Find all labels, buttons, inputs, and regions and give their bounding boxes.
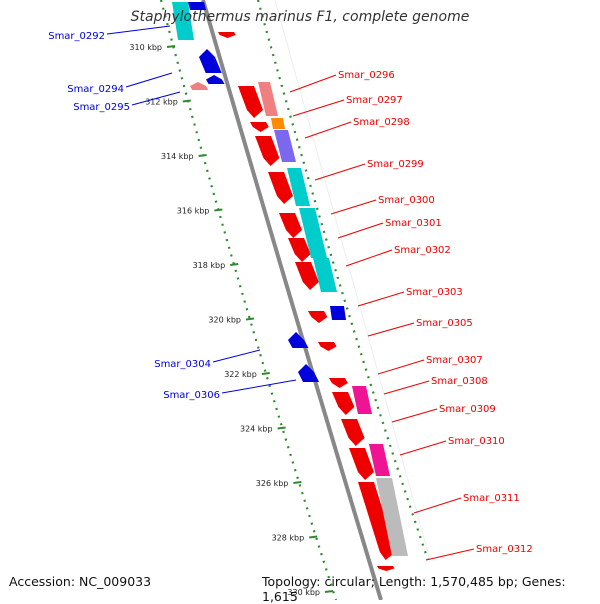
forward-label-leader [383,380,430,395]
kbp-tick-label: 318 kbp [193,261,226,270]
forward-label-leader [330,199,377,215]
forward-gene-label: Smar_0305 [416,318,473,329]
forward-gene-label: Smar_0296 [338,70,395,81]
kbp-tick [245,317,255,321]
track-guide-line [274,0,431,561]
kbp-tick [277,426,286,430]
forward-gene-label: Smar_0312 [476,544,533,555]
reverse-label-leader [212,349,261,363]
map-title: Staphylothermus marinus F1, complete gen… [130,9,470,25]
forward-gene-arrow[interactable] [341,419,365,446]
kbp-tick-label: 324 kbp [240,425,273,434]
forward-gene-arrow[interactable] [238,86,263,118]
reverse-label-leader [125,72,173,88]
forward-label-leader [391,408,438,423]
forward-label-leader [425,548,475,561]
forward-gene-label: Smar_0299 [367,159,424,170]
forward-gene-label: Smar_0298 [353,117,410,128]
forward-gene-label: Smar_0300 [378,195,435,206]
cog-category-box [352,386,372,414]
reverse-gene-label: Smar_0304 [154,359,211,370]
forward-gene-arrow[interactable] [295,262,319,290]
forward-gene-arrow[interactable] [250,122,269,132]
kbp-tick [309,535,318,539]
reverse-gene-label: Smar_0294 [67,84,124,95]
forward-gene-label: Smar_0301 [385,218,442,229]
forward-label-leader [345,249,393,267]
forward-label-leader [367,322,415,337]
accession-text: Accession: NC_009033 [9,574,152,589]
reverse-gene-label: Smar_0306 [163,390,220,401]
forward-gene-arrow[interactable] [279,213,302,238]
cog-category-box [376,478,408,556]
kbp-tick [230,263,239,266]
forward-label-leader [314,163,366,181]
forward-label-leader [289,74,337,93]
forward-gene-arrow[interactable] [308,311,328,323]
forward-gene-label: Smar_0302 [394,245,451,256]
kbp-tick [293,481,302,484]
forward-gene-arrow[interactable] [349,448,374,480]
forward-label-leader [357,291,405,307]
kbp-tick-label: 330 kbp [287,588,320,597]
kbp-tick-label: 320 kbp [208,316,241,325]
forward-gene-arrow[interactable] [255,136,280,166]
forward-gene-label: Smar_0303 [406,287,463,298]
kbp-tick-label: 310 kbp [129,43,162,52]
kbp-tick [182,99,191,103]
forward-gene-label: Smar_0307 [426,355,483,366]
reverse-gene-arrow[interactable] [190,82,209,90]
cog-category-box [330,306,346,320]
kbp-tick-label: 322 kbp [224,370,257,379]
forward-label-leader [413,497,462,514]
forward-gene-label: Smar_0310 [448,436,505,447]
forward-gene-label: Smar_0308 [431,376,488,387]
reverse-gene-arrow[interactable] [206,75,225,84]
cog-category-box [258,82,278,116]
forward-gene-arrow[interactable] [218,32,236,38]
forward-gene-arrow[interactable] [318,342,337,351]
cog-category-box [287,168,310,206]
reverse-label-leader [106,25,171,35]
reverse-label-leader [221,379,297,394]
reverse-gene-arrow[interactable] [298,364,320,382]
cog-category-box [188,2,206,10]
forward-gene-arrow[interactable] [358,482,396,560]
forward-gene-arrow[interactable] [377,566,395,571]
forward-label-leader [337,222,384,239]
kbp-tick [166,45,176,48]
forward-gene-arrow[interactable] [332,392,355,415]
kbp-tick-label: 316 kbp [177,207,210,216]
kbp-tick-label: 314 kbp [161,152,194,161]
cog-category-box [369,444,390,476]
cog-category-box [172,2,194,40]
forward-gene-arrow[interactable] [268,172,293,204]
inner-dotted-track [159,0,338,600]
cog-category-box [299,208,327,258]
forward-gene-arrow[interactable] [288,238,311,262]
kbp-tick-label: 312 kbp [145,98,178,107]
kbp-tick-label: 328 kbp [272,534,305,543]
cog-category-box [313,258,337,292]
forward-gene-label: Smar_0297 [346,95,403,106]
forward-gene-arrow[interactable] [329,378,348,388]
forward-gene-label: Smar_0311 [463,493,520,504]
cog-category-box [274,130,296,162]
cog-category-box [271,118,285,129]
forward-label-leader [304,121,352,139]
reverse-gene-label: Smar_0292 [48,31,105,42]
reverse-gene-label: Smar_0295 [73,102,130,113]
forward-label-leader [377,359,425,375]
reverse-label-leader [131,91,181,106]
reverse-gene-arrow[interactable] [288,332,309,348]
kbp-tick-label: 326 kbp [256,479,289,488]
kbp-tick [324,590,334,593]
kbp-tick [261,372,270,375]
forward-label-leader [292,99,345,117]
reverse-gene-arrow[interactable] [199,49,222,73]
genome-backbone [201,0,383,600]
forward-gene-label: Smar_0309 [439,404,496,415]
forward-label-leader [399,440,447,456]
